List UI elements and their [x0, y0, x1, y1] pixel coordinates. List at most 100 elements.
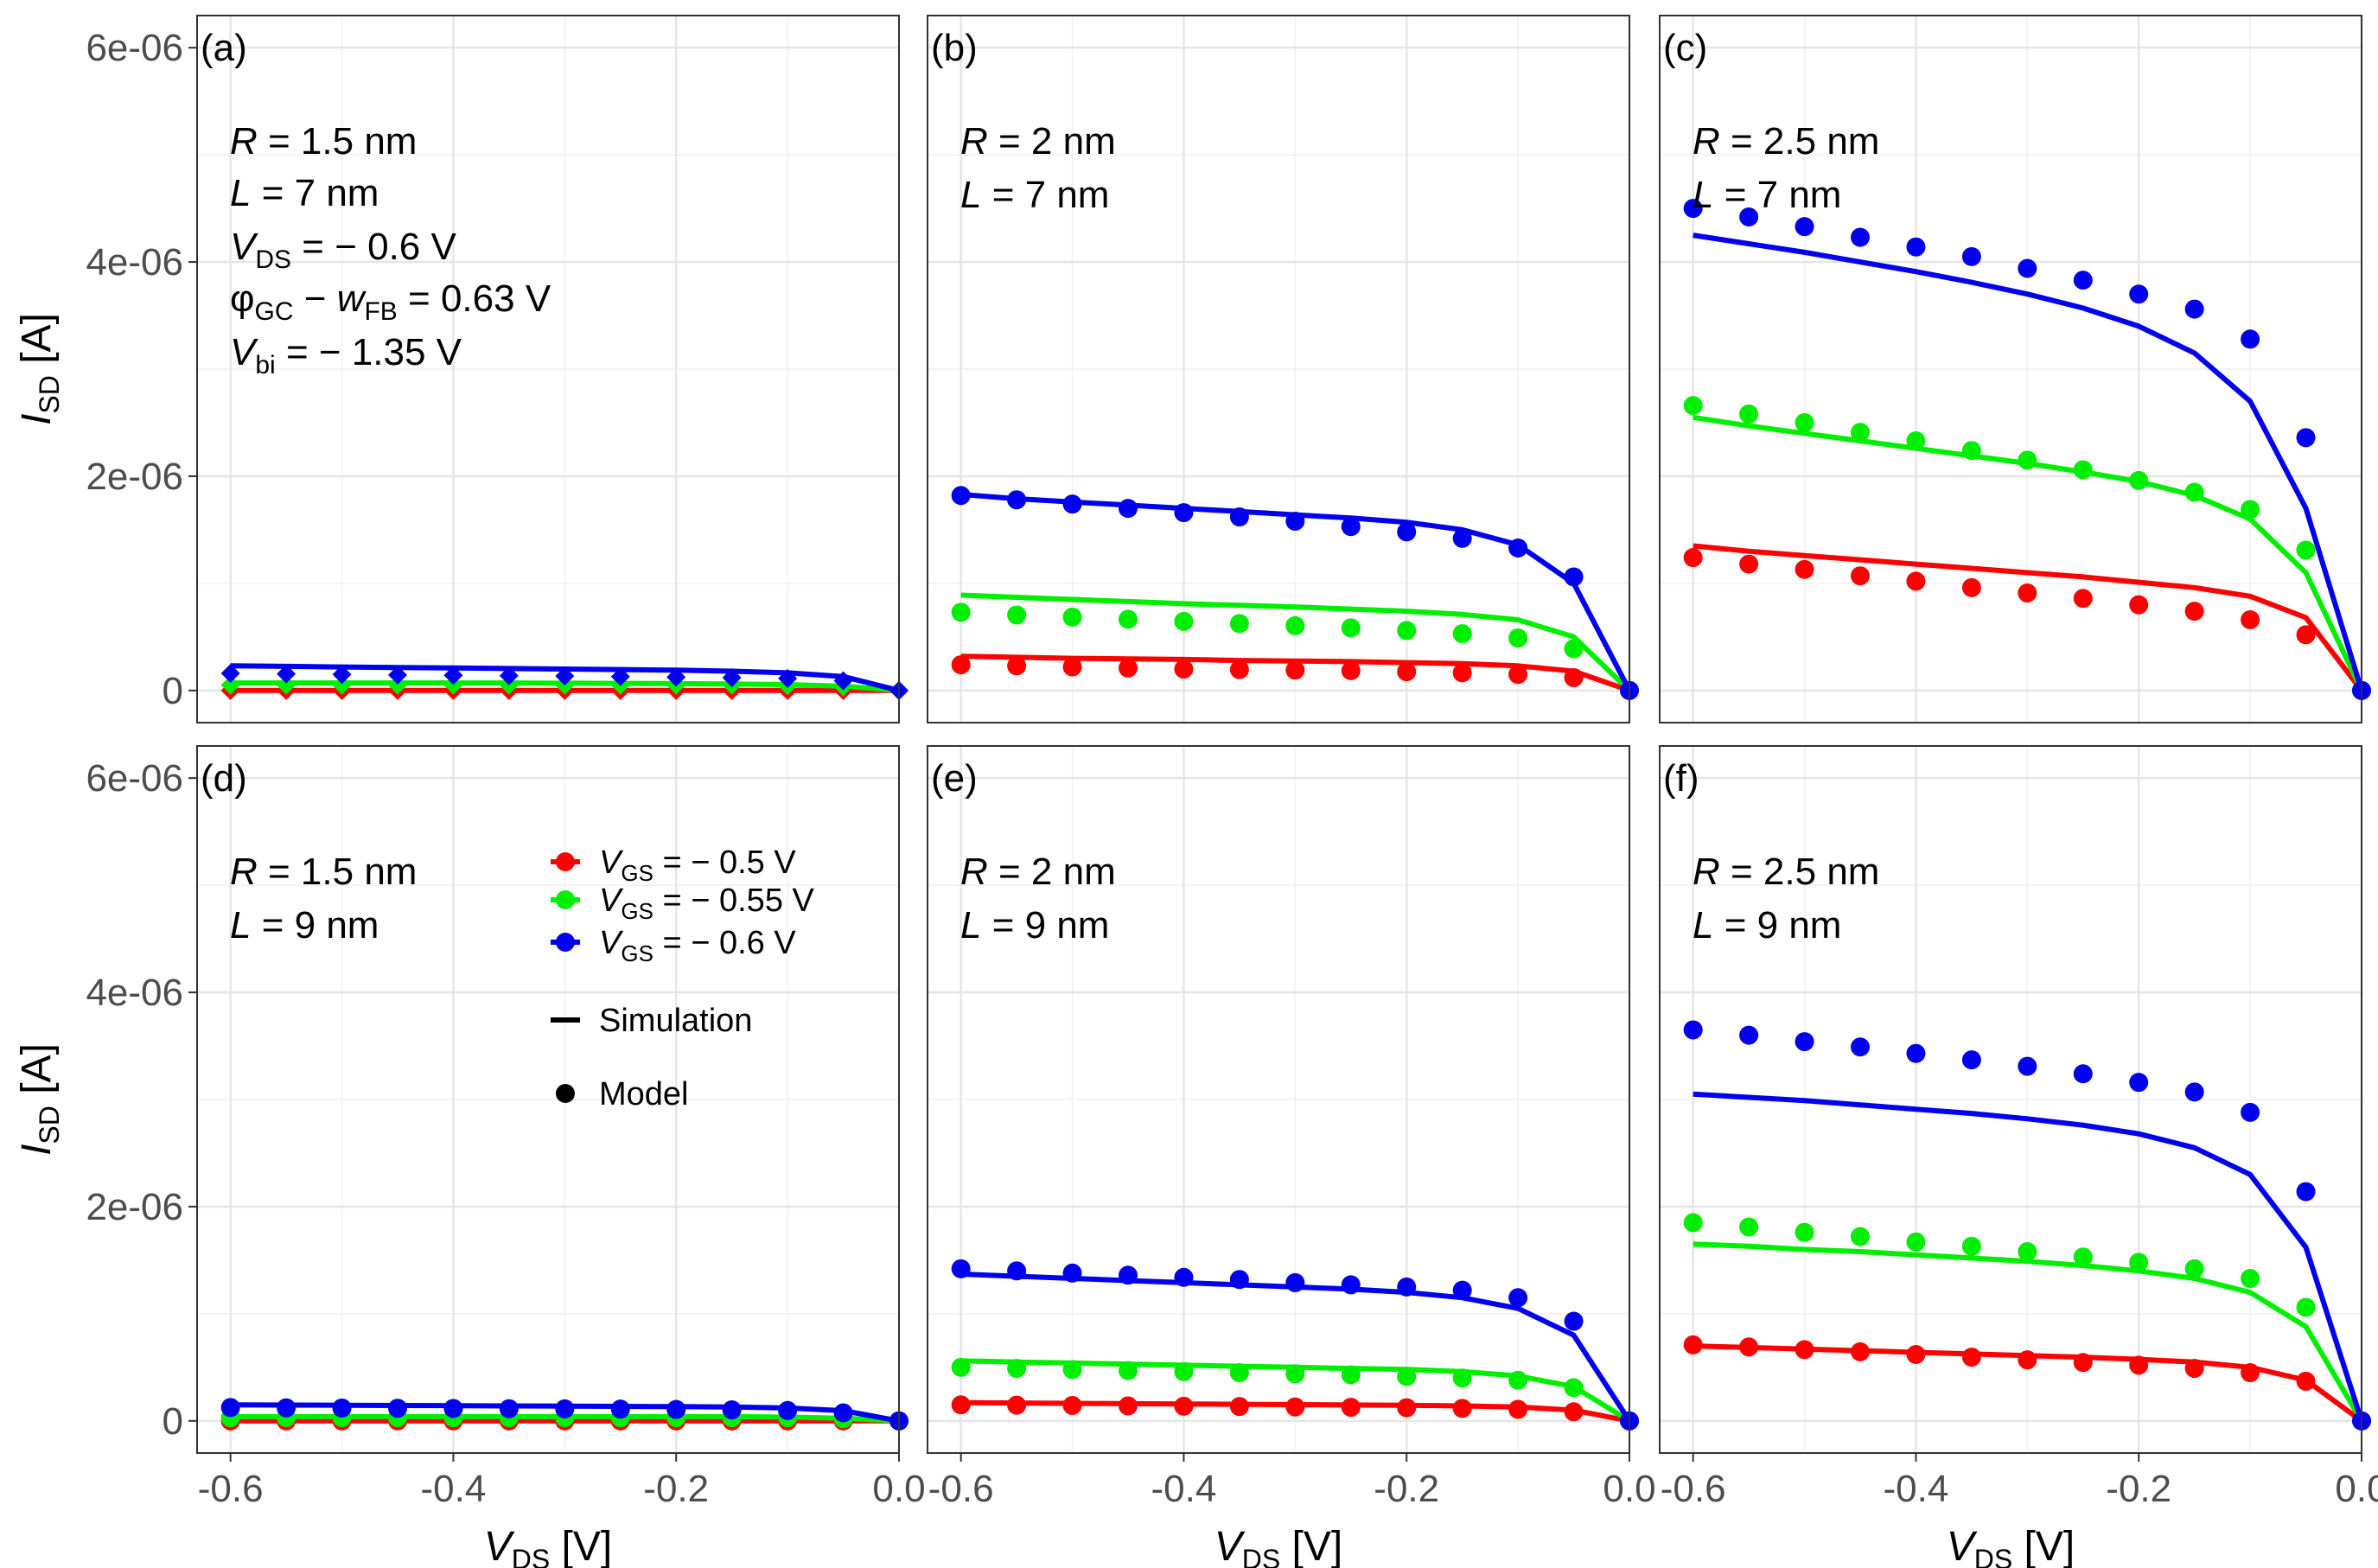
panel-b: (b)R = 2 nmL = 7 nm: [927, 15, 1639, 723]
model-point-green: [1851, 1227, 1870, 1246]
model-point-red: [1397, 662, 1417, 682]
model-point-red: [2296, 1371, 2316, 1391]
model-point-blue: [951, 1259, 971, 1278]
annotation-symbol: V: [230, 226, 258, 268]
panel-d: (d)R = 1.5 nmL = 9 nm02e-064e-066e-06ISD…: [14, 745, 926, 1568]
model-point-green: [1739, 405, 1759, 424]
model-point-green: [1452, 1368, 1472, 1388]
model-point-blue: [2296, 1182, 2316, 1201]
y-tick-label: 4e-06: [86, 972, 183, 1014]
model-point-green: [2129, 470, 2149, 490]
model-point-green: [1739, 1217, 1759, 1237]
y-axis-title: ISD [A]: [14, 313, 65, 425]
model-point-blue: [1285, 1272, 1305, 1292]
y-axis-unit: [A]: [14, 313, 60, 375]
panel-label: (c): [1663, 27, 1707, 69]
x-tick-label: -0.6: [1661, 1468, 1726, 1510]
annotation-symbol: L: [960, 904, 981, 947]
annotation-value: −: [294, 277, 337, 320]
model-point-green: [2129, 1252, 2149, 1272]
annotation-symbol: L: [230, 172, 251, 214]
model-point-green: [1341, 1365, 1361, 1385]
model-point-green: [220, 675, 240, 695]
y-tick-label: 6e-06: [86, 757, 183, 800]
model-point-green: [1795, 1222, 1814, 1242]
model-point-blue: [332, 1398, 352, 1418]
model-point-green: [1683, 396, 1703, 416]
model-point-red: [1174, 660, 1194, 679]
model-point-green: [2296, 540, 2316, 560]
model-point-green: [1285, 615, 1305, 635]
model-point-green: [1564, 639, 1584, 659]
x-tick-label: 0.0: [872, 1468, 925, 1510]
model-point-blue: [1452, 1280, 1472, 1300]
annotation-value: = 2.5 nm: [1720, 851, 1880, 893]
model-point-red: [1906, 571, 1926, 591]
model-point-green: [951, 602, 971, 622]
model-point-red: [2184, 1359, 2204, 1379]
y-axis-subscript: SD: [34, 375, 65, 413]
model-point-green: [1906, 1232, 1926, 1252]
model-point-green: [443, 675, 463, 695]
model-point-blue: [1961, 1050, 1981, 1070]
model-point-blue: [951, 486, 971, 506]
model-point-blue: [1229, 507, 1249, 527]
model-point-blue: [833, 1403, 853, 1423]
panel-border: [927, 15, 1630, 723]
panel-border: [1659, 745, 2362, 1454]
annotation-value: = 2 nm: [988, 120, 1116, 163]
model-point-blue: [1851, 1037, 1870, 1057]
model-point-green: [1906, 431, 1926, 451]
model-point-green: [1119, 609, 1138, 629]
model-point-red: [2018, 1350, 2037, 1370]
model-point-green: [2073, 460, 2093, 480]
annotation-symbol: R: [1693, 120, 1720, 163]
model-point-red: [2073, 589, 2093, 609]
annotation-line: Vbi = − 1.35 V: [230, 331, 462, 379]
x-tick-label: -0.2: [2106, 1468, 2171, 1510]
legend-subscript: GS: [621, 898, 653, 924]
model-point-red: [2241, 1363, 2260, 1383]
model-point-blue: [1564, 1311, 1584, 1331]
model-point-green: [2018, 450, 2037, 470]
model-point-blue: [555, 666, 575, 686]
annotation-line: L = 9 nm: [1693, 904, 1841, 947]
panel-border: [927, 745, 1630, 1454]
panel-label: (a): [201, 27, 247, 69]
model-point-red: [951, 1395, 971, 1415]
model-point-red: [1341, 1398, 1361, 1418]
model-point-blue: [1508, 1288, 1528, 1308]
annotation-symbol: R: [960, 851, 988, 893]
legend-entry-label: VGS = − 0.55 V: [599, 883, 815, 924]
model-point-blue: [388, 1399, 407, 1418]
y-axis-title: ISD [A]: [14, 1043, 65, 1156]
model-point-red: [1851, 1342, 1870, 1361]
annotation-value: = 7 nm: [251, 172, 379, 214]
model-point-red: [2296, 625, 2316, 645]
annotation-symbol: w: [337, 277, 367, 320]
model-point-red: [1961, 1348, 1981, 1367]
model-point-green: [1174, 1361, 1194, 1381]
legend-value: = − 0.55 V: [653, 883, 815, 919]
x-tick-label: -0.6: [928, 1468, 994, 1510]
model-point-red: [1007, 1395, 1027, 1415]
model-point-red: [1508, 1399, 1528, 1419]
annotation-value: = 0.63 V: [398, 277, 551, 320]
model-point-blue: [1119, 1265, 1138, 1285]
model-point-green: [2018, 1241, 2037, 1261]
model-point-blue: [443, 1399, 463, 1418]
x-axis-unit: [V]: [2012, 1524, 2075, 1568]
model-point-green: [1851, 423, 1870, 443]
annotation-value: = − 0.6 V: [291, 226, 456, 268]
model-point-blue: [1795, 217, 1814, 237]
annotation-value: = 1.5 nm: [258, 120, 418, 163]
model-point-blue: [1341, 1275, 1361, 1295]
model-point-red: [2129, 1355, 2149, 1375]
model-point-blue: [1174, 1267, 1194, 1287]
legend-key-point: [556, 890, 575, 909]
model-point-green: [1508, 628, 1528, 648]
legend-symbol: V: [599, 925, 624, 961]
x-axis-subscript: DS: [1242, 1544, 1280, 1568]
model-point-blue: [1795, 1032, 1814, 1052]
